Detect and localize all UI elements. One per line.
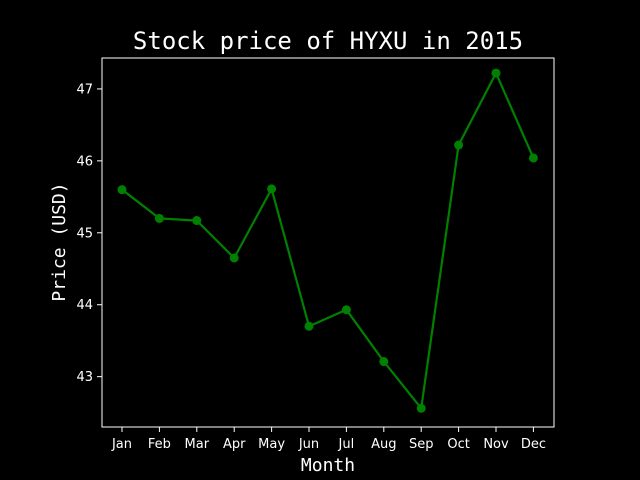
data-point-jun: [304, 321, 314, 331]
x-axis-ticks: Jan Feb Mar Apr May Jun Jul Aug Sep Oct Nov Dec: [111, 427, 546, 452]
data-point-oct: [454, 140, 464, 150]
x-tick-label: Jul: [338, 437, 355, 452]
x-tick-label: Apr: [223, 437, 246, 452]
y-tick-label: 46: [76, 154, 93, 169]
y-tick-label: 44: [76, 298, 93, 313]
x-axis-label: Month: [301, 455, 355, 476]
data-point-aug: [379, 357, 389, 367]
data-point-nov: [491, 68, 501, 78]
data-point-may: [267, 184, 277, 194]
x-tick-label: Jun: [298, 437, 319, 452]
series-line: [121, 71, 535, 410]
plot-area-frame: [101, 57, 555, 428]
x-tick-label: Oct: [447, 437, 469, 452]
data-point-jan: [117, 185, 127, 195]
x-tick-label: Jan: [111, 437, 132, 452]
y-tick-label: 43: [76, 370, 93, 385]
chart-title: Stock price of HYXU in 2015: [133, 27, 523, 55]
data-point-sep: [416, 403, 426, 413]
y-tick-label: 45: [76, 226, 93, 241]
x-tick-label: May: [258, 437, 285, 452]
y-axis-ticks: 43 44 45 46 47: [76, 82, 102, 385]
x-tick-label: Mar: [185, 437, 210, 452]
x-tick-label: Sep: [409, 437, 434, 452]
x-tick-label: Dec: [521, 437, 546, 452]
y-axis-label: Price (USD): [49, 182, 70, 301]
x-tick-label: Feb: [148, 437, 171, 452]
data-point-dec: [528, 153, 538, 163]
x-tick-label: Nov: [483, 437, 509, 452]
series-layer: [117, 68, 538, 413]
data-point-mar: [192, 216, 202, 226]
y-tick-label: 47: [76, 82, 93, 97]
data-point-apr: [229, 253, 239, 263]
data-point-feb: [154, 213, 164, 223]
data-point-jul: [341, 305, 351, 315]
x-tick-label: Aug: [371, 437, 396, 452]
